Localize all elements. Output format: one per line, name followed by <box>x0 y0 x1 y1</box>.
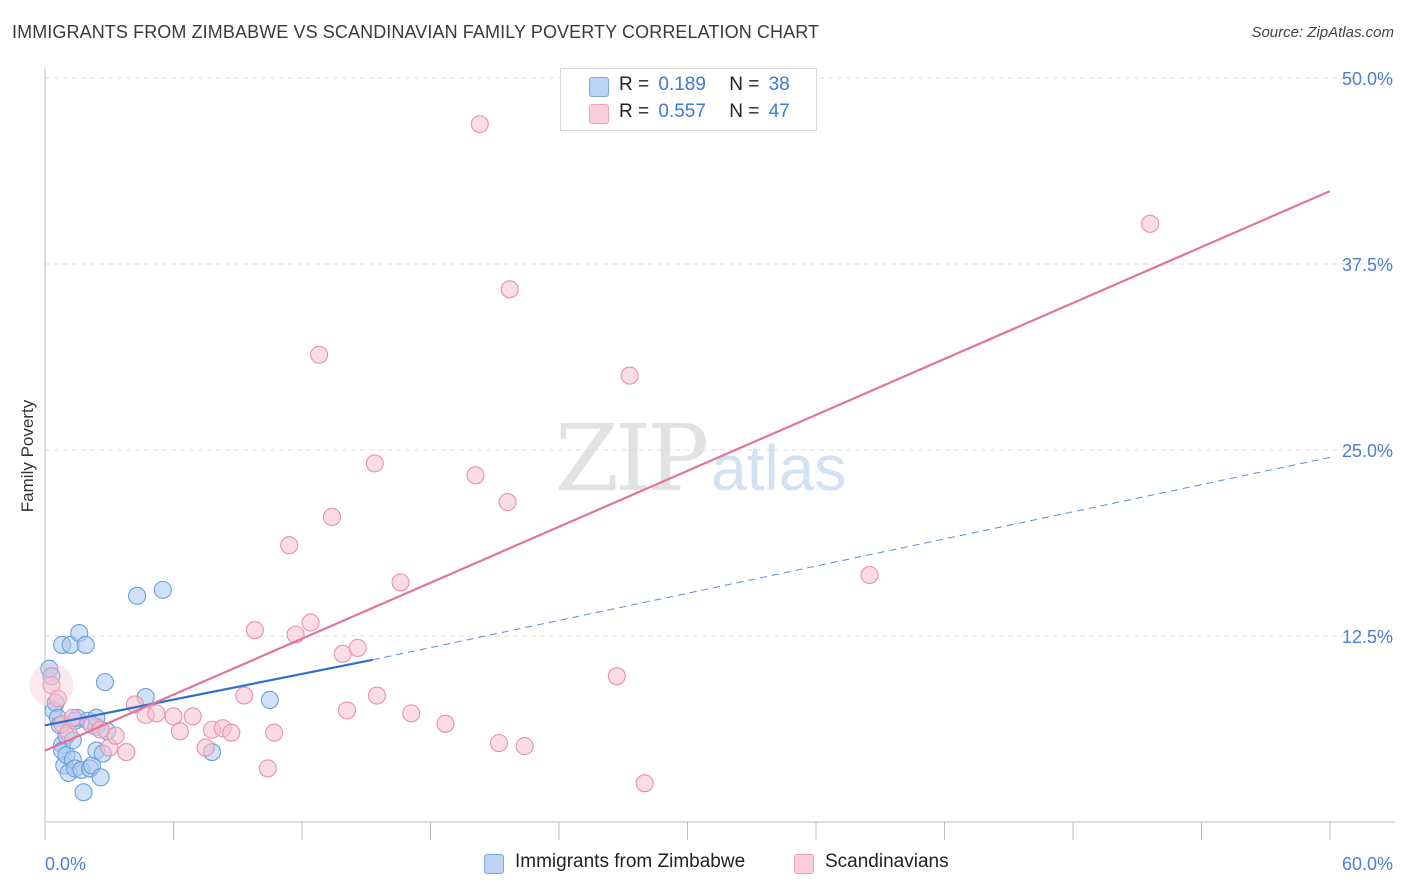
data-point-scandinavians <box>365 454 384 473</box>
data-point-scandinavians <box>1141 214 1160 233</box>
data-point-zimbabwe <box>260 690 279 710</box>
data-point-scandinavians <box>245 620 264 640</box>
series-scandinavians-points <box>29 115 1160 793</box>
y-tick-label: 25.0% <box>1342 441 1393 461</box>
bottom-legend-swatch-zimbabwe <box>484 854 504 874</box>
tick-labels: 12.5% 25.0% 37.5% 50.0% 0.0% 60.0% <box>45 69 1393 874</box>
gridlines <box>45 77 1395 637</box>
data-point-scandinavians <box>402 704 421 723</box>
data-point-scandinavians <box>170 722 189 741</box>
legend-r-label: R = <box>619 101 650 122</box>
trend-line-zimbabwe-extension <box>372 456 1331 661</box>
legend-r-value-zimbabwe: 0.189 <box>658 74 706 95</box>
trend-lines <box>44 190 1331 752</box>
data-point-scandinavians <box>265 723 284 742</box>
data-point-zimbabwe <box>91 768 110 787</box>
y-tick-label: 50.0% <box>1342 69 1393 89</box>
axes <box>44 68 1395 840</box>
y-tick-label: 37.5% <box>1342 255 1393 275</box>
data-point-scandinavians <box>391 573 410 592</box>
data-point-scandinavians <box>620 366 639 385</box>
data-point-scandinavians <box>635 774 654 793</box>
data-point-scandinavians <box>183 707 202 726</box>
data-point-scandinavians <box>301 613 320 632</box>
data-point-scandinavians <box>258 759 277 778</box>
correlation-legend: R = 0.189 N = 38 R = 0.557 N = 47 <box>560 68 817 131</box>
legend-r-value-scandinavians: 0.557 <box>658 101 706 122</box>
data-point-zimbabwe <box>128 586 147 605</box>
source-label: Source: ZipAtlas.com <box>1251 24 1394 41</box>
data-point-scandinavians <box>498 493 517 512</box>
data-point-scandinavians <box>515 737 534 756</box>
watermark-atlas: atlas <box>711 432 847 504</box>
trend-line-zimbabwe <box>44 658 373 727</box>
data-point-scandinavians <box>147 704 166 723</box>
trend-line-scandinavians <box>44 190 1331 752</box>
data-point-zimbabwe <box>74 783 93 802</box>
data-point-scandinavians <box>310 345 329 364</box>
legend-n-label: N = <box>729 101 760 122</box>
data-point-scandinavians <box>196 738 215 757</box>
chart-title: IMMIGRANTS FROM ZIMBABWE VS SCANDINAVIAN… <box>12 22 820 42</box>
data-point-scandinavians <box>337 701 357 720</box>
legend-n-value-scandinavians: 47 <box>768 101 790 122</box>
legend-n-value-zimbabwe: 38 <box>768 74 790 95</box>
data-point-scandinavians <box>466 466 485 485</box>
x-tick-label: 60.0% <box>1342 854 1393 874</box>
legend-swatch-scandinavians <box>589 104 609 124</box>
data-point-scandinavians <box>280 536 299 555</box>
data-point-scandinavians <box>607 667 626 686</box>
x-tick-label: 0.0% <box>45 854 86 874</box>
data-point-scandinavians <box>48 689 67 708</box>
data-point-scandinavians <box>164 707 183 726</box>
y-tick-label: 12.5% <box>1342 627 1393 647</box>
data-point-scandinavians <box>860 565 879 585</box>
data-point-scandinavians <box>235 686 254 705</box>
legend-row-zimbabwe: R = 0.189 N = 38 <box>619 74 790 100</box>
data-point-scandinavians <box>367 686 387 705</box>
bottom-legend-swatch-scandinavians <box>794 854 814 874</box>
data-point-scandinavians <box>106 726 125 745</box>
data-point-scandinavians <box>500 280 519 299</box>
legend-r-label: R = <box>619 74 650 95</box>
legend-row-scandinavians: R = 0.557 N = 47 <box>619 101 790 127</box>
data-point-zimbabwe <box>76 635 95 654</box>
data-point-scandinavians <box>322 507 342 527</box>
legend-swatch-zimbabwe <box>589 77 609 97</box>
data-point-scandinavians <box>489 734 509 753</box>
data-point-zimbabwe <box>153 580 172 599</box>
data-point-scandinavians <box>470 115 489 134</box>
bottom-legend-label-scandinavians: Scandinavians <box>825 851 949 872</box>
bottom-legend-label-zimbabwe: Immigrants from Zimbabwe <box>515 851 746 872</box>
data-point-scandinavians-cluster <box>29 663 74 708</box>
data-point-scandinavians <box>436 714 455 733</box>
legend-n-label: N = <box>729 74 760 95</box>
data-point-scandinavians <box>222 723 241 742</box>
data-point-scandinavians <box>117 743 136 762</box>
data-point-scandinavians <box>348 638 367 657</box>
data-point-zimbabwe <box>95 673 115 692</box>
